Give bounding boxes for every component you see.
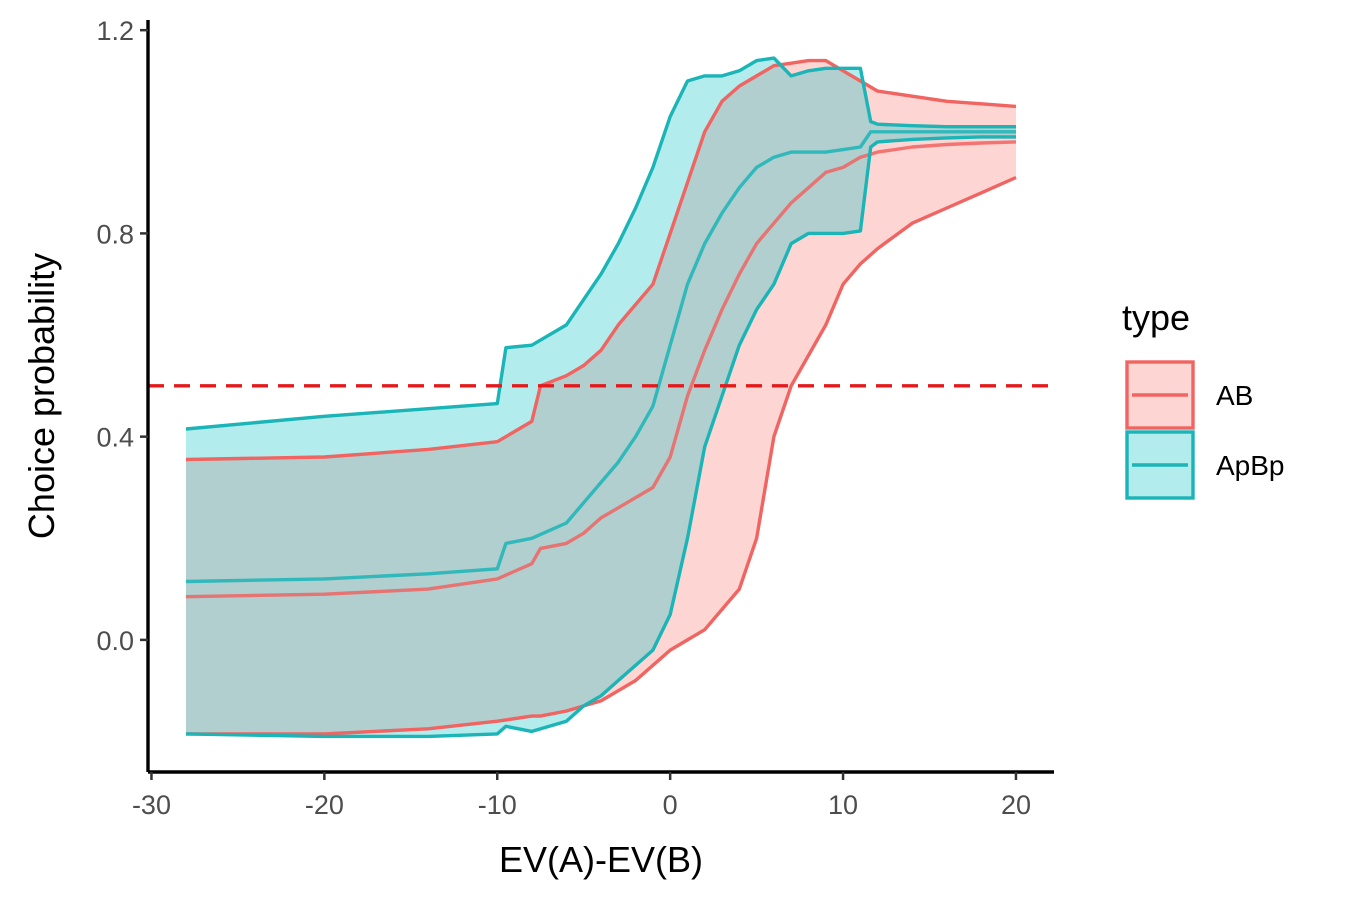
legend-items: AB ApBp <box>1125 360 1285 500</box>
series-apbp-mean-line <box>185 130 1016 584</box>
x-axis-title: EV(A)-EV(B) <box>499 839 703 880</box>
x-tick-label: -30 <box>132 790 171 820</box>
series-apbp-lower-line <box>185 135 1016 739</box>
legend-label-ab: AB <box>1216 380 1253 411</box>
y-tick-label: 0.4 <box>96 423 134 453</box>
legend-label-apbp: ApBp <box>1216 450 1285 481</box>
x-tick-label: 0 <box>663 790 678 820</box>
axes: -30 -20 -10 0 10 20 0.0 0.4 0.8 1.2 <box>96 16 1054 820</box>
x-tick-label: -20 <box>305 790 344 820</box>
series-ab-lower-line <box>186 175 1017 736</box>
legend-title: type <box>1122 297 1190 338</box>
y-tick-label: 1.2 <box>96 16 134 46</box>
ribbon-apbp <box>186 58 1016 737</box>
ribbon-layer <box>186 58 1016 737</box>
y-axis-title: Choice probability <box>21 253 62 539</box>
series-ab-upper-line <box>185 58 1017 462</box>
y-tick-label: 0.0 <box>96 626 134 656</box>
ribbon-ab <box>186 60 1016 734</box>
x-ticks: -30 -20 -10 0 10 20 <box>132 772 1031 820</box>
series-apbp-upper-line <box>185 56 1016 431</box>
x-tick-label: -10 <box>478 790 517 820</box>
legend: type AB ApBp <box>1122 297 1285 500</box>
series-ab-mean-line <box>185 140 1017 599</box>
x-tick-label: 20 <box>1001 790 1031 820</box>
y-ticks: 0.0 0.4 0.8 1.2 <box>96 16 148 656</box>
line-layer <box>185 56 1017 739</box>
y-tick-label: 0.8 <box>96 219 134 249</box>
x-tick-label: 10 <box>828 790 858 820</box>
